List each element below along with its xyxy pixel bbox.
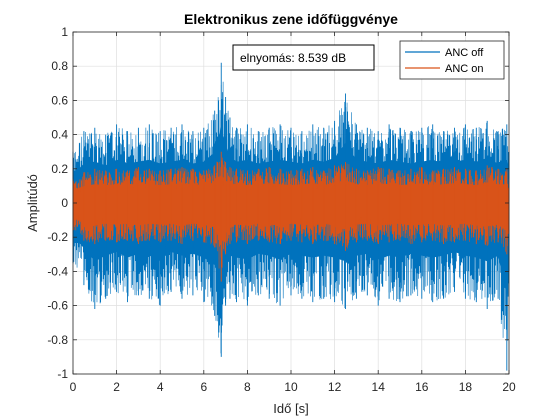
y-tick-label: 1 xyxy=(61,25,68,39)
x-tick-label: 10 xyxy=(284,380,298,394)
x-tick-label: 2 xyxy=(113,380,120,394)
legend: ANC off ANC on xyxy=(399,40,505,80)
x-tick-label: 8 xyxy=(244,380,251,394)
y-tick-label: 0 xyxy=(61,196,68,210)
x-tick-label: 6 xyxy=(200,380,207,394)
x-tick-label: 4 xyxy=(157,380,164,394)
x-tick-label: 12 xyxy=(328,380,342,394)
y-tick-label: -0.4 xyxy=(47,264,68,278)
y-tick-label: -0.8 xyxy=(47,333,68,347)
x-tick-label: 16 xyxy=(415,380,429,394)
y-axis-label: Amplitúdó xyxy=(25,174,40,232)
x-axis-label: Idő [s] xyxy=(273,401,308,416)
y-ticks: -1 -0.8 -0.6 -0.4 -0.2 0 0.2 0.4 0.6 0.8 1 xyxy=(47,25,509,381)
x-tick-label: 18 xyxy=(459,380,473,394)
legend-label-anc-on: ANC on xyxy=(445,63,484,75)
annotation-box: elnyomás: 8.539 dB xyxy=(232,44,375,71)
annotation-text: elnyomás: 8.539 dB xyxy=(240,51,346,65)
y-tick-label: -0.6 xyxy=(47,299,68,313)
x-tick-label: 0 xyxy=(70,380,77,394)
y-tick-label: 0.2 xyxy=(51,162,68,176)
legend-frame xyxy=(399,40,505,80)
annotation-frame xyxy=(232,44,375,71)
chart-title: Elektronikus zene időfüggvénye xyxy=(184,11,398,27)
y-tick-label: -1 xyxy=(57,367,68,381)
y-tick-label: 0.4 xyxy=(51,128,68,142)
y-tick-label: 0.8 xyxy=(51,59,68,73)
legend-label-anc-off: ANC off xyxy=(445,47,484,59)
x-tick-label: 20 xyxy=(502,380,516,394)
x-ticks: 0 2 4 6 8 10 12 14 16 18 20 xyxy=(70,32,516,394)
x-tick-label: 14 xyxy=(372,380,386,394)
y-tick-label: -0.2 xyxy=(47,230,68,244)
y-tick-label: 0.6 xyxy=(51,93,68,107)
series-anc-on xyxy=(72,151,510,282)
